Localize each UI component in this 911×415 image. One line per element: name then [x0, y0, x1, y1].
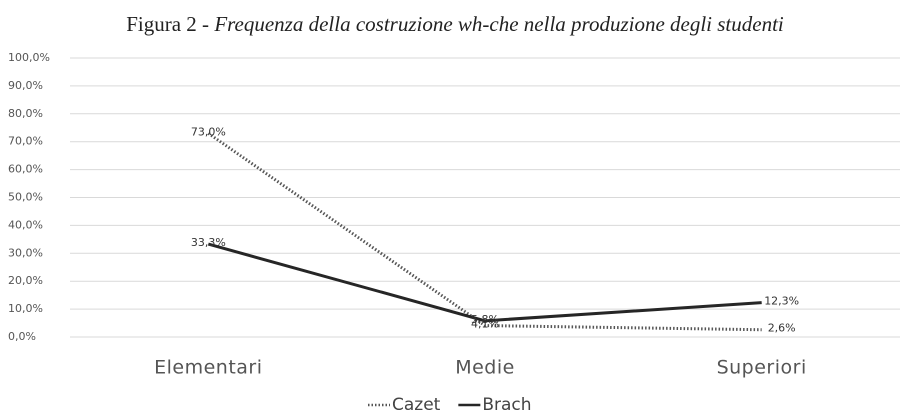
y-tick-label: 50,0% [8, 191, 43, 204]
title-prefix: Figura 2 - [126, 12, 209, 36]
y-tick-label: 30,0% [8, 246, 43, 259]
y-tick-label: 80,0% [8, 107, 43, 120]
chart-title: Figura 2 - Frequenza della costruzione w… [126, 12, 784, 36]
legend-label: Cazet [392, 395, 441, 415]
y-tick-label: 60,0% [8, 163, 43, 176]
x-tick-label: Elementari [154, 357, 262, 379]
y-tick-label: 100,0% [8, 51, 50, 64]
data-label: 12,3% [764, 295, 799, 308]
y-tick-label: 70,0% [8, 135, 43, 148]
data-label: 5,8% [471, 313, 499, 326]
title-main: Frequenza della costruzione wh-che nella… [213, 12, 784, 36]
data-label: 73,0% [191, 125, 226, 138]
data-label: 2,6% [768, 322, 796, 335]
x-tick-label: Medie [455, 357, 515, 379]
legend: Cazet Brach [368, 395, 532, 415]
line-series [207, 242, 762, 323]
y-tick-label: 90,0% [8, 79, 43, 92]
y-tick-label: 10,0% [8, 302, 43, 315]
legend-label: Brach [482, 395, 531, 415]
data-label: 4,1% [471, 318, 499, 331]
line-series [207, 132, 762, 332]
x-tick-label: Superiori [717, 357, 807, 379]
y-tick-label: 20,0% [8, 274, 43, 287]
data-label: 33,3% [191, 236, 226, 249]
y-tick-label: 40,0% [8, 218, 43, 231]
y-tick-label: 0,0% [8, 330, 36, 343]
